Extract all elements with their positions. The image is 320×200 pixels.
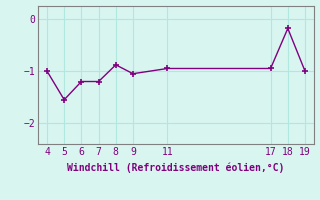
X-axis label: Windchill (Refroidissement éolien,°C): Windchill (Refroidissement éolien,°C) (67, 162, 285, 173)
